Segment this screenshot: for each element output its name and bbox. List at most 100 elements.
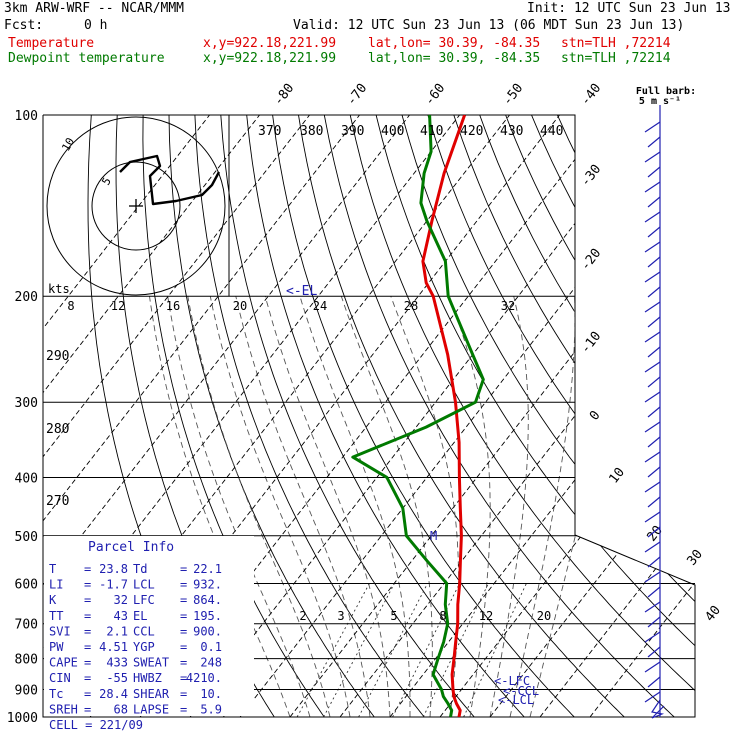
speed-label: 12 [111, 299, 125, 313]
model-title: 3km ARW-WRF -- NCAR/MMM [4, 1, 185, 16]
hodograph-ring-outer [46, 116, 226, 296]
dry-adiabat [427, 115, 695, 717]
parcel-value: 0.1 [200, 640, 222, 654]
wind-barb [647, 586, 661, 598]
wind-barb [644, 601, 661, 613]
speed-label: 8 [67, 299, 74, 313]
isotherm-label: -70 [344, 81, 370, 109]
wind-barb [647, 496, 661, 508]
parcel-eq: = [180, 593, 187, 607]
parcel-label: LCL [133, 578, 155, 592]
temperature-profile [421, 115, 467, 717]
moist-adiabat [235, 296, 371, 717]
wind-barb [647, 226, 661, 238]
wind-barb [647, 136, 661, 148]
parcel-label: CIN [49, 671, 71, 685]
parcel-value: 22.1 [193, 562, 222, 576]
parcel-value: -1.7 [99, 578, 128, 592]
dry-adiabat [323, 115, 675, 717]
isotherm-label: -10 [578, 329, 604, 357]
dry-adiabat [479, 115, 695, 717]
wind-barb [644, 511, 661, 523]
moist-adiabat [489, 296, 529, 717]
isotherm-line [43, 115, 310, 717]
wind-barb [647, 436, 661, 448]
pressure-tick-label: 400 [15, 471, 38, 486]
parcel-label: HWBZ [133, 671, 162, 685]
parcel-eq: = [180, 624, 187, 638]
mixing-ratio-label: 8 [439, 609, 446, 623]
dry-adiabat [272, 115, 575, 717]
parcel-value: 10. [200, 687, 222, 701]
mixing-ratio-line [323, 583, 395, 717]
parcel-eq: = [84, 609, 91, 623]
parcel-value: 433 [106, 656, 128, 670]
wind-barb [644, 331, 661, 343]
isotherm-line [43, 115, 260, 717]
isotherm-label: -20 [578, 246, 604, 274]
parcel-eq: = [180, 656, 187, 670]
isotherm-label: -30 [578, 162, 604, 190]
mixing-ratio-line [358, 583, 428, 717]
cell-motion: CELL = 221/09 [49, 718, 143, 732]
wind-barb [647, 646, 661, 658]
hodograph-ring-inner [91, 161, 181, 251]
isotherm-line [43, 115, 360, 717]
barb-key-label: Full barb: [636, 86, 696, 97]
mixing-ratio-label: 2 [299, 609, 306, 623]
isotherm-label: -50 [500, 81, 526, 109]
isotherm-line [43, 115, 410, 717]
pressure-tick-label: 600 [15, 577, 38, 592]
parcel-value: 4.51 [99, 640, 128, 654]
wind-barb [644, 391, 661, 403]
theta-label: 390 [341, 124, 364, 139]
isotherm-line [139, 115, 610, 717]
speed-label: 20 [233, 299, 247, 313]
parcel-eq: = [180, 609, 187, 623]
forecast-label: Fcst: [4, 18, 44, 33]
parcel-label: SREH [49, 702, 78, 716]
parcel-label: SWEAT [133, 656, 169, 670]
speed-label: 24 [313, 299, 327, 313]
parcel-eq: = [84, 640, 91, 654]
wind-barb-cluster [651, 699, 665, 719]
theta-label: 290 [46, 349, 69, 364]
wind-barb [647, 526, 661, 538]
moist-adiabat [340, 296, 433, 717]
isotherm-label: 0 [587, 408, 604, 423]
isotherm-label: -60 [422, 81, 448, 109]
isotherm-label: -80 [271, 81, 297, 109]
dry-adiabat [246, 115, 525, 717]
wind-barb [644, 481, 661, 493]
wind-barb [644, 241, 661, 253]
isotherm-label: 40 [703, 603, 724, 625]
mixing-ratio-line [296, 583, 370, 717]
theta-label: 430 [500, 124, 523, 139]
hodograph-ring-label: 5 [99, 175, 114, 187]
pressure-tick-label: 700 [15, 618, 38, 633]
wind-barb [647, 346, 661, 358]
isotherm-line [289, 115, 695, 717]
wind-barb [647, 166, 661, 178]
isotherm-line [43, 115, 460, 717]
lfc-marker: <-LFC [494, 674, 530, 688]
parcel-value: 43 [114, 609, 128, 623]
parcel-eq: = [84, 702, 91, 716]
parcel-label: TT [49, 609, 63, 623]
wind-barb [644, 121, 661, 133]
parcel-eq: = [180, 578, 187, 592]
isotherm-line [89, 115, 560, 717]
wind-barb [644, 421, 661, 433]
temperature-xy: x,y=922.18,221.99 [203, 36, 337, 51]
valid-time: Valid: 12 UTC Sun 23 Jun 13 (06 MDT Sun … [293, 18, 685, 33]
init-time: Init: 12 UTC Sun 23 Jun 13 [527, 1, 731, 16]
isotherm-label: 10 [607, 465, 628, 487]
temperature-latlon: lat,lon= 30.39, -84.35 [368, 36, 541, 51]
theta-label: 270 [46, 494, 69, 509]
theta-label: 440 [540, 124, 563, 139]
theta-label: 370 [258, 124, 281, 139]
pressure-tick-label: 1000 [7, 711, 38, 726]
wind-barb [644, 181, 661, 193]
parcel-eq: = [84, 671, 91, 685]
